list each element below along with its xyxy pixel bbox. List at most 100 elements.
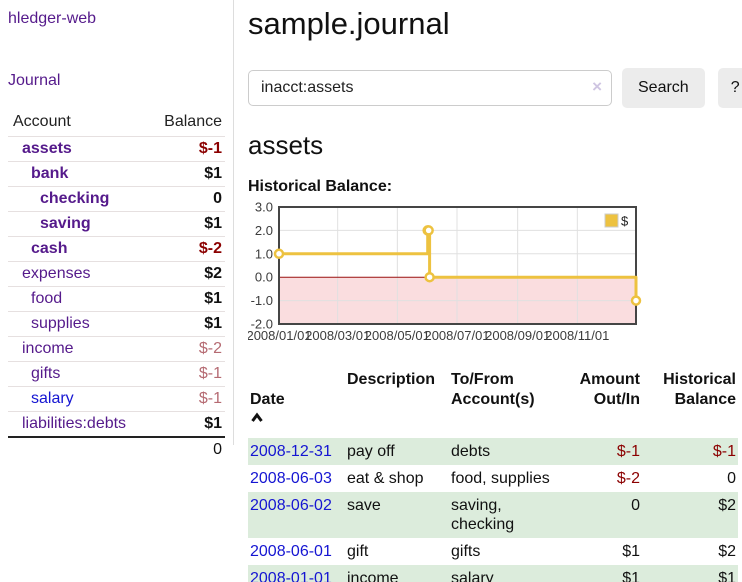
search-bar: × Search ? [248, 68, 742, 108]
date-column-header[interactable]: Date [248, 367, 345, 438]
account-rows: assets $-1 bank $1 checking 0 saving $1 cash $-2 e… [8, 136, 225, 436]
balance-column-header: Balance [164, 113, 222, 130]
sidebar-item-journal[interactable]: Journal [8, 72, 61, 89]
account-balance: $2 [204, 265, 222, 282]
register-header-row: Date Description To/From Account(s) Amou… [248, 367, 738, 438]
account-balance: $1 [204, 215, 222, 232]
search-box: × [248, 70, 612, 106]
account-link-bank[interactable]: bank [31, 165, 69, 182]
sort-ascending-icon [251, 412, 263, 422]
account-balance: $1 [204, 165, 222, 182]
data-point-marker [424, 271, 435, 283]
date-header-label: Date [250, 391, 285, 408]
account-link-saving[interactable]: saving [40, 215, 91, 232]
legend-label: $ [621, 214, 629, 229]
account-link-expenses[interactable]: expenses [22, 265, 91, 282]
data-point-marker [630, 295, 642, 306]
search-button[interactable]: Search [622, 68, 705, 108]
account-balance: $-1 [198, 390, 222, 407]
account-row: bank $1 [8, 161, 225, 186]
account-balance: $-2 [198, 240, 222, 257]
cell-historical-balance: $1 [718, 570, 736, 582]
transaction-date-link[interactable]: 2008-06-01 [250, 543, 332, 560]
account-balance: $-1 [198, 365, 222, 382]
account-link-income[interactable]: income [22, 340, 74, 357]
cell-amount: $-1 [616, 443, 640, 460]
description-column-header: Description [347, 371, 436, 388]
historical-balance-chart: $2008/01/01 2008/03/01 2008/05/01 2008/07/0… [246, 200, 742, 352]
transaction-date-link[interactable]: 2008-06-03 [250, 470, 332, 487]
data-point-marker [423, 225, 434, 236]
cell-tofrom-accounts: debts [451, 443, 491, 460]
y-axis-tick-label: 2.0 [255, 223, 273, 238]
page-title: sample.journal [248, 6, 450, 41]
cell-date: 2008-06-03 [248, 465, 345, 492]
main-content: sample.journal × Search ? assets Histori… [246, 0, 742, 582]
account-row: assets $-1 [8, 136, 225, 161]
y-axis-tick-label: -2.0 [251, 317, 273, 332]
amount-column-header: Amount Out/In [579, 371, 640, 408]
cell-historical-balance: $-1 [712, 443, 736, 460]
clear-search-icon[interactable]: × [592, 77, 602, 96]
account-link-checking[interactable]: checking [40, 190, 110, 207]
register-rows: 2008-12-31 pay off debts $-1 $-1 2008-06-03 ea… [248, 438, 738, 582]
account-row: liabilities:debts $1 [8, 411, 225, 436]
cell-tofrom-accounts: saving, checking [451, 497, 515, 533]
cell-date: 2008-01-01 [248, 565, 345, 582]
account-link-salary[interactable]: salary [31, 390, 74, 407]
y-axis-tick-label: 0.0 [255, 270, 273, 285]
sidebar: hledger-web Journal Account Balance asse… [0, 0, 233, 463]
account-link-liabilities-debts[interactable]: liabilities:debts [22, 415, 127, 432]
cell-amount: 0 [631, 497, 640, 514]
account-link-gifts[interactable]: gifts [31, 365, 61, 382]
transaction-date-link[interactable]: 2008-12-31 [250, 443, 332, 460]
account-balance: $1 [204, 415, 222, 432]
account-column-header: Account [13, 113, 71, 130]
x-axis-tick-label: 2008/05/01 [365, 328, 430, 343]
account-link-assets[interactable]: assets [22, 140, 72, 157]
account-link-cash[interactable]: cash [31, 240, 68, 257]
cell-amount: $1 [622, 570, 640, 582]
cell-tofrom-accounts: salary [451, 570, 494, 582]
account-row: income $-2 [8, 336, 225, 361]
brand-link[interactable]: hledger-web [8, 10, 97, 27]
x-axis-tick-label: 2008/01/01 [248, 328, 312, 343]
x-axis-tick-label: 2008/03/01 [305, 328, 370, 343]
chart-svg: $2008/01/012008/03/012008/05/012008/07/0… [246, 200, 642, 343]
account-row: expenses $2 [8, 261, 225, 286]
account-balance: $1 [204, 315, 222, 332]
cell-date: 2008-06-01 [248, 538, 345, 565]
help-button[interactable]: ? [717, 68, 742, 108]
register-row: 2008-06-02 save saving, checking 0 $2 [248, 492, 738, 538]
cell-historical-balance: $2 [718, 543, 736, 560]
cell-tofrom-accounts: food, supplies [451, 470, 550, 487]
transaction-date-link[interactable]: 2008-06-02 [250, 497, 332, 514]
y-axis-tick-label: 1.0 [255, 246, 273, 261]
cell-tofrom-accounts: gifts [451, 543, 481, 560]
cell-historical-balance: $2 [718, 497, 736, 514]
y-axis-tick-label: -1.0 [251, 293, 273, 308]
account-balance: $-1 [198, 140, 222, 157]
account-balance: 0 [213, 190, 222, 207]
account-row: cash $-2 [8, 236, 225, 261]
balance-column-header-main: Historical Balance [663, 371, 736, 408]
data-point-marker [273, 248, 285, 260]
transaction-date-link[interactable]: 2008-01-01 [250, 570, 332, 582]
account-heading: assets [248, 130, 324, 160]
account-row: food $1 [8, 286, 225, 311]
plot-border [278, 206, 637, 325]
cell-description: eat & shop [347, 470, 424, 487]
accounts-total: 0 [8, 436, 225, 463]
register-row: 2008-12-31 pay off debts $-1 $-1 [248, 438, 738, 465]
cell-amount: $-2 [616, 470, 640, 487]
account-balance: $-2 [198, 340, 222, 357]
search-input[interactable] [248, 70, 612, 106]
account-row: saving $1 [8, 211, 225, 236]
account-balance: $1 [204, 290, 222, 307]
account-row: supplies $1 [8, 311, 225, 336]
sidebar-divider [233, 0, 234, 445]
account-row: salary $-1 [8, 386, 225, 411]
account-link-supplies[interactable]: supplies [31, 315, 90, 332]
chart-title: Historical Balance: [248, 178, 393, 195]
account-link-food[interactable]: food [31, 290, 63, 307]
